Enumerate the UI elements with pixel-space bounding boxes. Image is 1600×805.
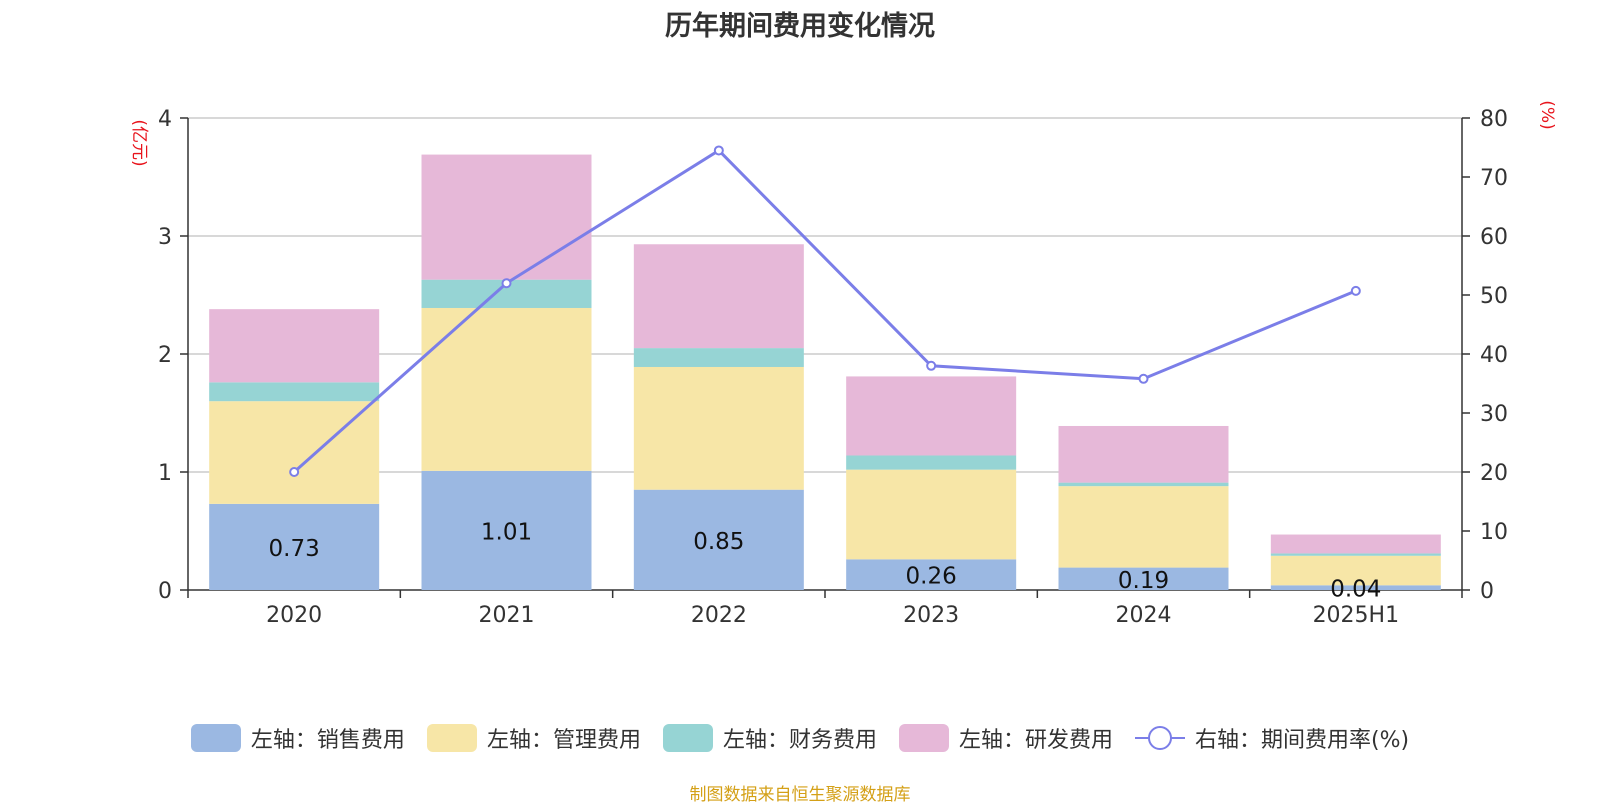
bar-rnd <box>1058 425 1229 483</box>
bar-sales <box>633 489 804 590</box>
right-tick-label: 0 <box>1480 579 1494 604</box>
bar-rnd <box>846 376 1017 456</box>
x-tick-label: 2025H1 <box>1313 603 1400 628</box>
right-tick-label: 10 <box>1480 520 1508 545</box>
legend: 左轴：销售费用 左轴：管理费用 左轴：财务费用 左轴：研发费用 右轴：期间费用率… <box>0 718 1600 758</box>
x-tick-label: 2022 <box>691 603 747 628</box>
legend-label-finance: 左轴：财务费用 <box>722 728 877 753</box>
bar-admin <box>633 366 804 490</box>
right-tick-label: 20 <box>1480 461 1508 486</box>
data-label-sales: 0.73 <box>269 536 320 562</box>
bar-rnd <box>633 244 804 349</box>
bar-finance <box>1270 553 1441 556</box>
legend-label-rnd: 左轴：研发费用 <box>958 728 1113 753</box>
legend-swatch-finance <box>662 724 713 752</box>
legend-label-rate: 右轴：期间费用率(%) <box>1194 728 1410 753</box>
rate-point <box>289 467 300 477</box>
rate-point <box>1138 373 1149 384</box>
data-label-sales: 0.26 <box>906 564 957 590</box>
data-label-sales: 0.04 <box>1330 577 1381 603</box>
right-tick-label: 60 <box>1480 225 1508 250</box>
x-tick-label: 2024 <box>1116 603 1172 628</box>
rate-point <box>1350 285 1361 296</box>
bar-sales <box>1058 567 1229 590</box>
bar-finance <box>633 348 804 367</box>
source-note: 制图数据来自恒生聚源数据库 <box>689 785 911 805</box>
legend-swatch-sales <box>190 724 241 752</box>
legend-item-rate[interactable]: 右轴：期间费用率(%) <box>1134 722 1410 754</box>
left-tick-label: 1 <box>158 461 172 486</box>
legend-item-sales[interactable]: 左轴：销售费用 <box>190 722 405 754</box>
bar-finance <box>209 382 380 402</box>
bar-admin <box>209 401 380 504</box>
legend-swatch-rate <box>1134 724 1185 752</box>
bar-sales <box>1270 585 1441 590</box>
rate-point <box>713 145 724 156</box>
right-axis-unit: (%) <box>1537 100 1557 129</box>
left-axis-unit: (亿元) <box>129 119 149 166</box>
bar-sales <box>846 559 1017 590</box>
legend-item-rnd[interactable]: 左轴：研发费用 <box>898 722 1113 754</box>
legend-item-finance[interactable]: 左轴：财务费用 <box>662 722 877 754</box>
left-tick-label: 0 <box>158 579 172 604</box>
legend-swatch-admin <box>426 724 477 752</box>
rate-line <box>293 148 1357 474</box>
bar-finance <box>1058 482 1229 487</box>
rate-point <box>926 360 937 371</box>
bar-rnd <box>1270 534 1441 554</box>
right-tick-label: 80 <box>1480 107 1508 132</box>
bar-admin <box>421 307 592 471</box>
right-tick-label: 50 <box>1480 284 1508 309</box>
legend-label-admin: 左轴：管理费用 <box>486 728 641 753</box>
bar-rnd <box>421 154 592 280</box>
bar-admin <box>1058 486 1229 568</box>
right-tick-label: 40 <box>1480 343 1508 368</box>
bar-rnd <box>209 309 380 383</box>
rate-point <box>501 278 512 289</box>
chart-title: 历年期间费用变化情况 <box>665 11 935 42</box>
right-tick-label: 70 <box>1480 166 1508 191</box>
bar-finance <box>846 455 1017 470</box>
right-tick-label: 30 <box>1480 402 1508 427</box>
x-tick-label: 2020 <box>266 603 322 628</box>
legend-swatch-rnd <box>898 724 949 752</box>
data-label-sales: 0.85 <box>693 529 744 555</box>
data-label-sales: 0.19 <box>1118 568 1169 594</box>
bar-sales <box>421 470 592 590</box>
bar-admin <box>1270 555 1441 586</box>
bar-admin <box>846 469 1017 560</box>
legend-item-admin[interactable]: 左轴：管理费用 <box>426 722 641 754</box>
data-label-sales: 1.01 <box>481 519 532 545</box>
x-tick-label: 2023 <box>903 603 959 628</box>
left-tick-label: 3 <box>158 225 172 250</box>
bar-sales <box>209 503 380 590</box>
x-tick-label: 2021 <box>479 603 535 628</box>
left-tick-label: 4 <box>158 107 172 132</box>
legend-label-sales: 左轴：销售费用 <box>250 728 405 753</box>
left-tick-label: 2 <box>158 343 172 368</box>
